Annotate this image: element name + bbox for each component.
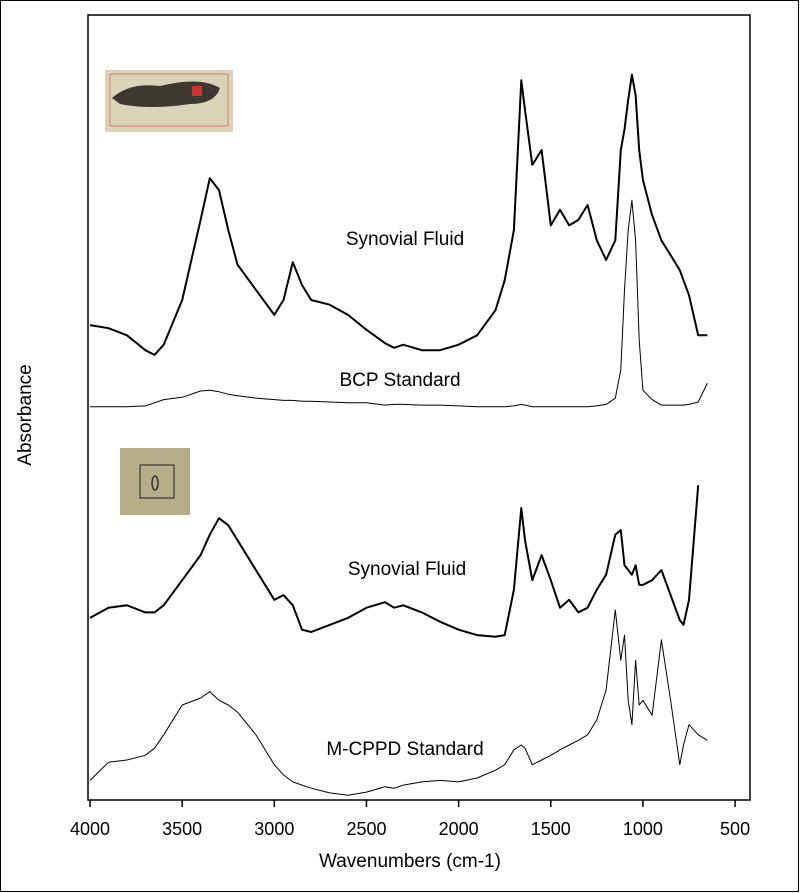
inset-photo: [105, 70, 233, 132]
plot-frame: [87, 14, 751, 801]
series-label: Synovial Fluid: [348, 559, 466, 580]
x-tick-label: 3500: [162, 819, 202, 839]
spectrum-line: [89, 609, 708, 796]
inset-photo: [120, 448, 190, 515]
spectrum-line: [89, 73, 708, 356]
series-label: BCP Standard: [339, 370, 460, 391]
x-tick-label: 1000: [623, 819, 663, 839]
x-tick-label: 4000: [70, 819, 110, 839]
x-tick-label: 1500: [531, 819, 571, 839]
series-label: M-CPPD Standard: [326, 739, 483, 760]
series-label: Synovial Fluid: [346, 229, 464, 250]
spectrum-line: [89, 485, 700, 638]
y-axis-label: Absorbance: [15, 364, 36, 465]
x-tick-label: 2000: [439, 819, 479, 839]
x-tick-label: 2500: [346, 819, 386, 839]
x-tick-label: 500: [720, 819, 750, 839]
spectrum-line: [90, 199, 708, 408]
x-axis-label: Wavenumbers (cm-1): [319, 851, 501, 872]
x-tick-label: 3000: [254, 819, 294, 839]
